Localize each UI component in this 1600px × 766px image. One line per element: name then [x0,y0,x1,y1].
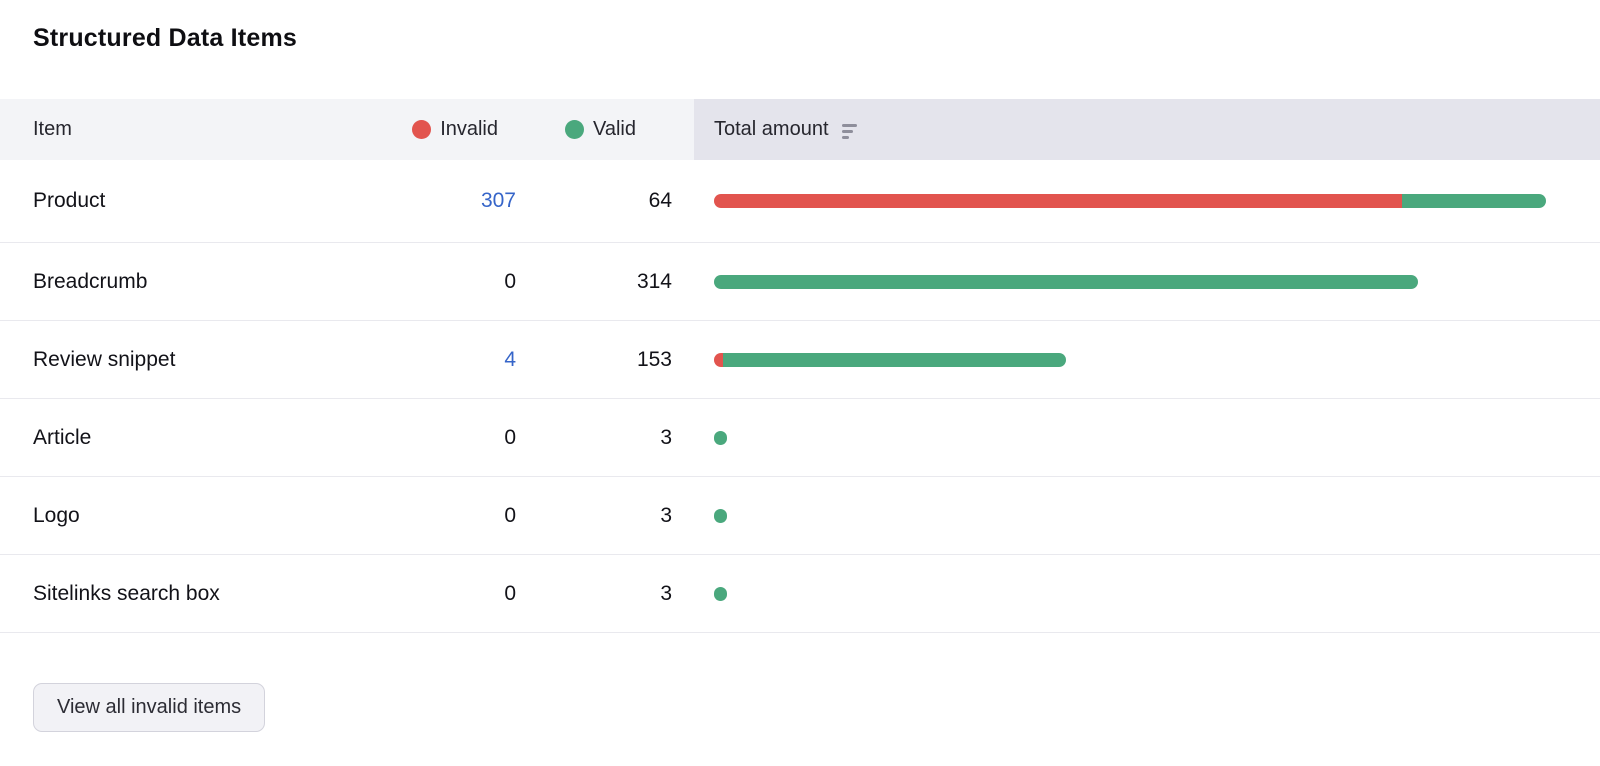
table-row: Product 307 64 [0,160,1600,243]
invalid-count: 0 [504,503,516,527]
item-label: Logo [33,503,80,527]
table-footer: View all invalid items [0,633,1600,732]
table-header: Item Invalid Valid Total amount [0,99,1600,160]
valid-count: 314 [636,269,672,293]
valid-count: 3 [660,581,672,605]
item-label: Sitelinks search box [33,581,220,605]
item-label: Article [33,425,92,449]
table-body: Product 307 64 Breadcrumb 0 314 Review snippet… [0,160,1600,633]
bar-valid-segment [1402,194,1546,208]
bar-valid-segment [722,352,1067,367]
total-amount-header-label: Total amount [714,118,829,140]
stacked-bar [714,352,1067,367]
invalid-legend: Invalid [412,118,516,141]
item-column-header: Item [33,118,72,140]
item-label: Breadcrumb [33,269,148,293]
total-amount-cell [714,586,1546,601]
invalid-count-link[interactable]: 307 [480,189,516,212]
bar-valid-segment [714,508,727,523]
total-amount-cell [714,508,1546,523]
structured-data-table: Item Invalid Valid Total amount Product 3… [0,99,1600,633]
bar-invalid-segment [714,352,723,367]
invalid-count-link[interactable]: 4 [504,347,516,371]
valid-count: 64 [648,189,672,212]
item-label: Review snippet [33,347,176,371]
stacked-bar [714,194,1546,208]
bar-valid-segment [714,274,1419,289]
valid-legend-dot [565,120,584,139]
total-amount-cell [714,430,1546,445]
stacked-bar [714,586,727,601]
valid-count: 3 [660,425,672,449]
invalid-count: 0 [504,425,516,449]
valid-count: 153 [636,347,672,371]
table-row: Article 0 3 [0,399,1600,477]
table-row: Breadcrumb 0 314 [0,243,1600,321]
stacked-bar [714,430,727,445]
bar-valid-segment [714,430,727,445]
invalid-count: 0 [504,269,516,293]
invalid-legend-dot [412,120,432,139]
view-all-invalid-items-button[interactable]: View all invalid items [33,683,266,732]
total-amount-cell [714,274,1546,289]
table-row: Logo 0 3 [0,477,1600,555]
invalid-count: 0 [504,581,516,605]
table-row: Sitelinks search box 0 3 [0,555,1600,633]
table-row: Review snippet 4 153 [0,321,1600,399]
bar-valid-segment [714,586,727,601]
bar-invalid-segment [714,194,1403,208]
valid-count: 3 [660,503,672,527]
stacked-bar [714,274,1419,289]
item-label: Product [33,189,106,212]
total-amount-cell [714,194,1546,208]
valid-column-header: Valid [593,118,636,140]
total-amount-header[interactable]: Total amount [694,99,1600,160]
sort-icon [841,120,857,139]
stacked-bar [714,508,727,523]
page-title: Structured Data Items [33,24,297,52]
valid-legend: Valid [565,118,672,141]
total-amount-cell [714,352,1546,367]
invalid-column-header: Invalid [440,118,498,140]
